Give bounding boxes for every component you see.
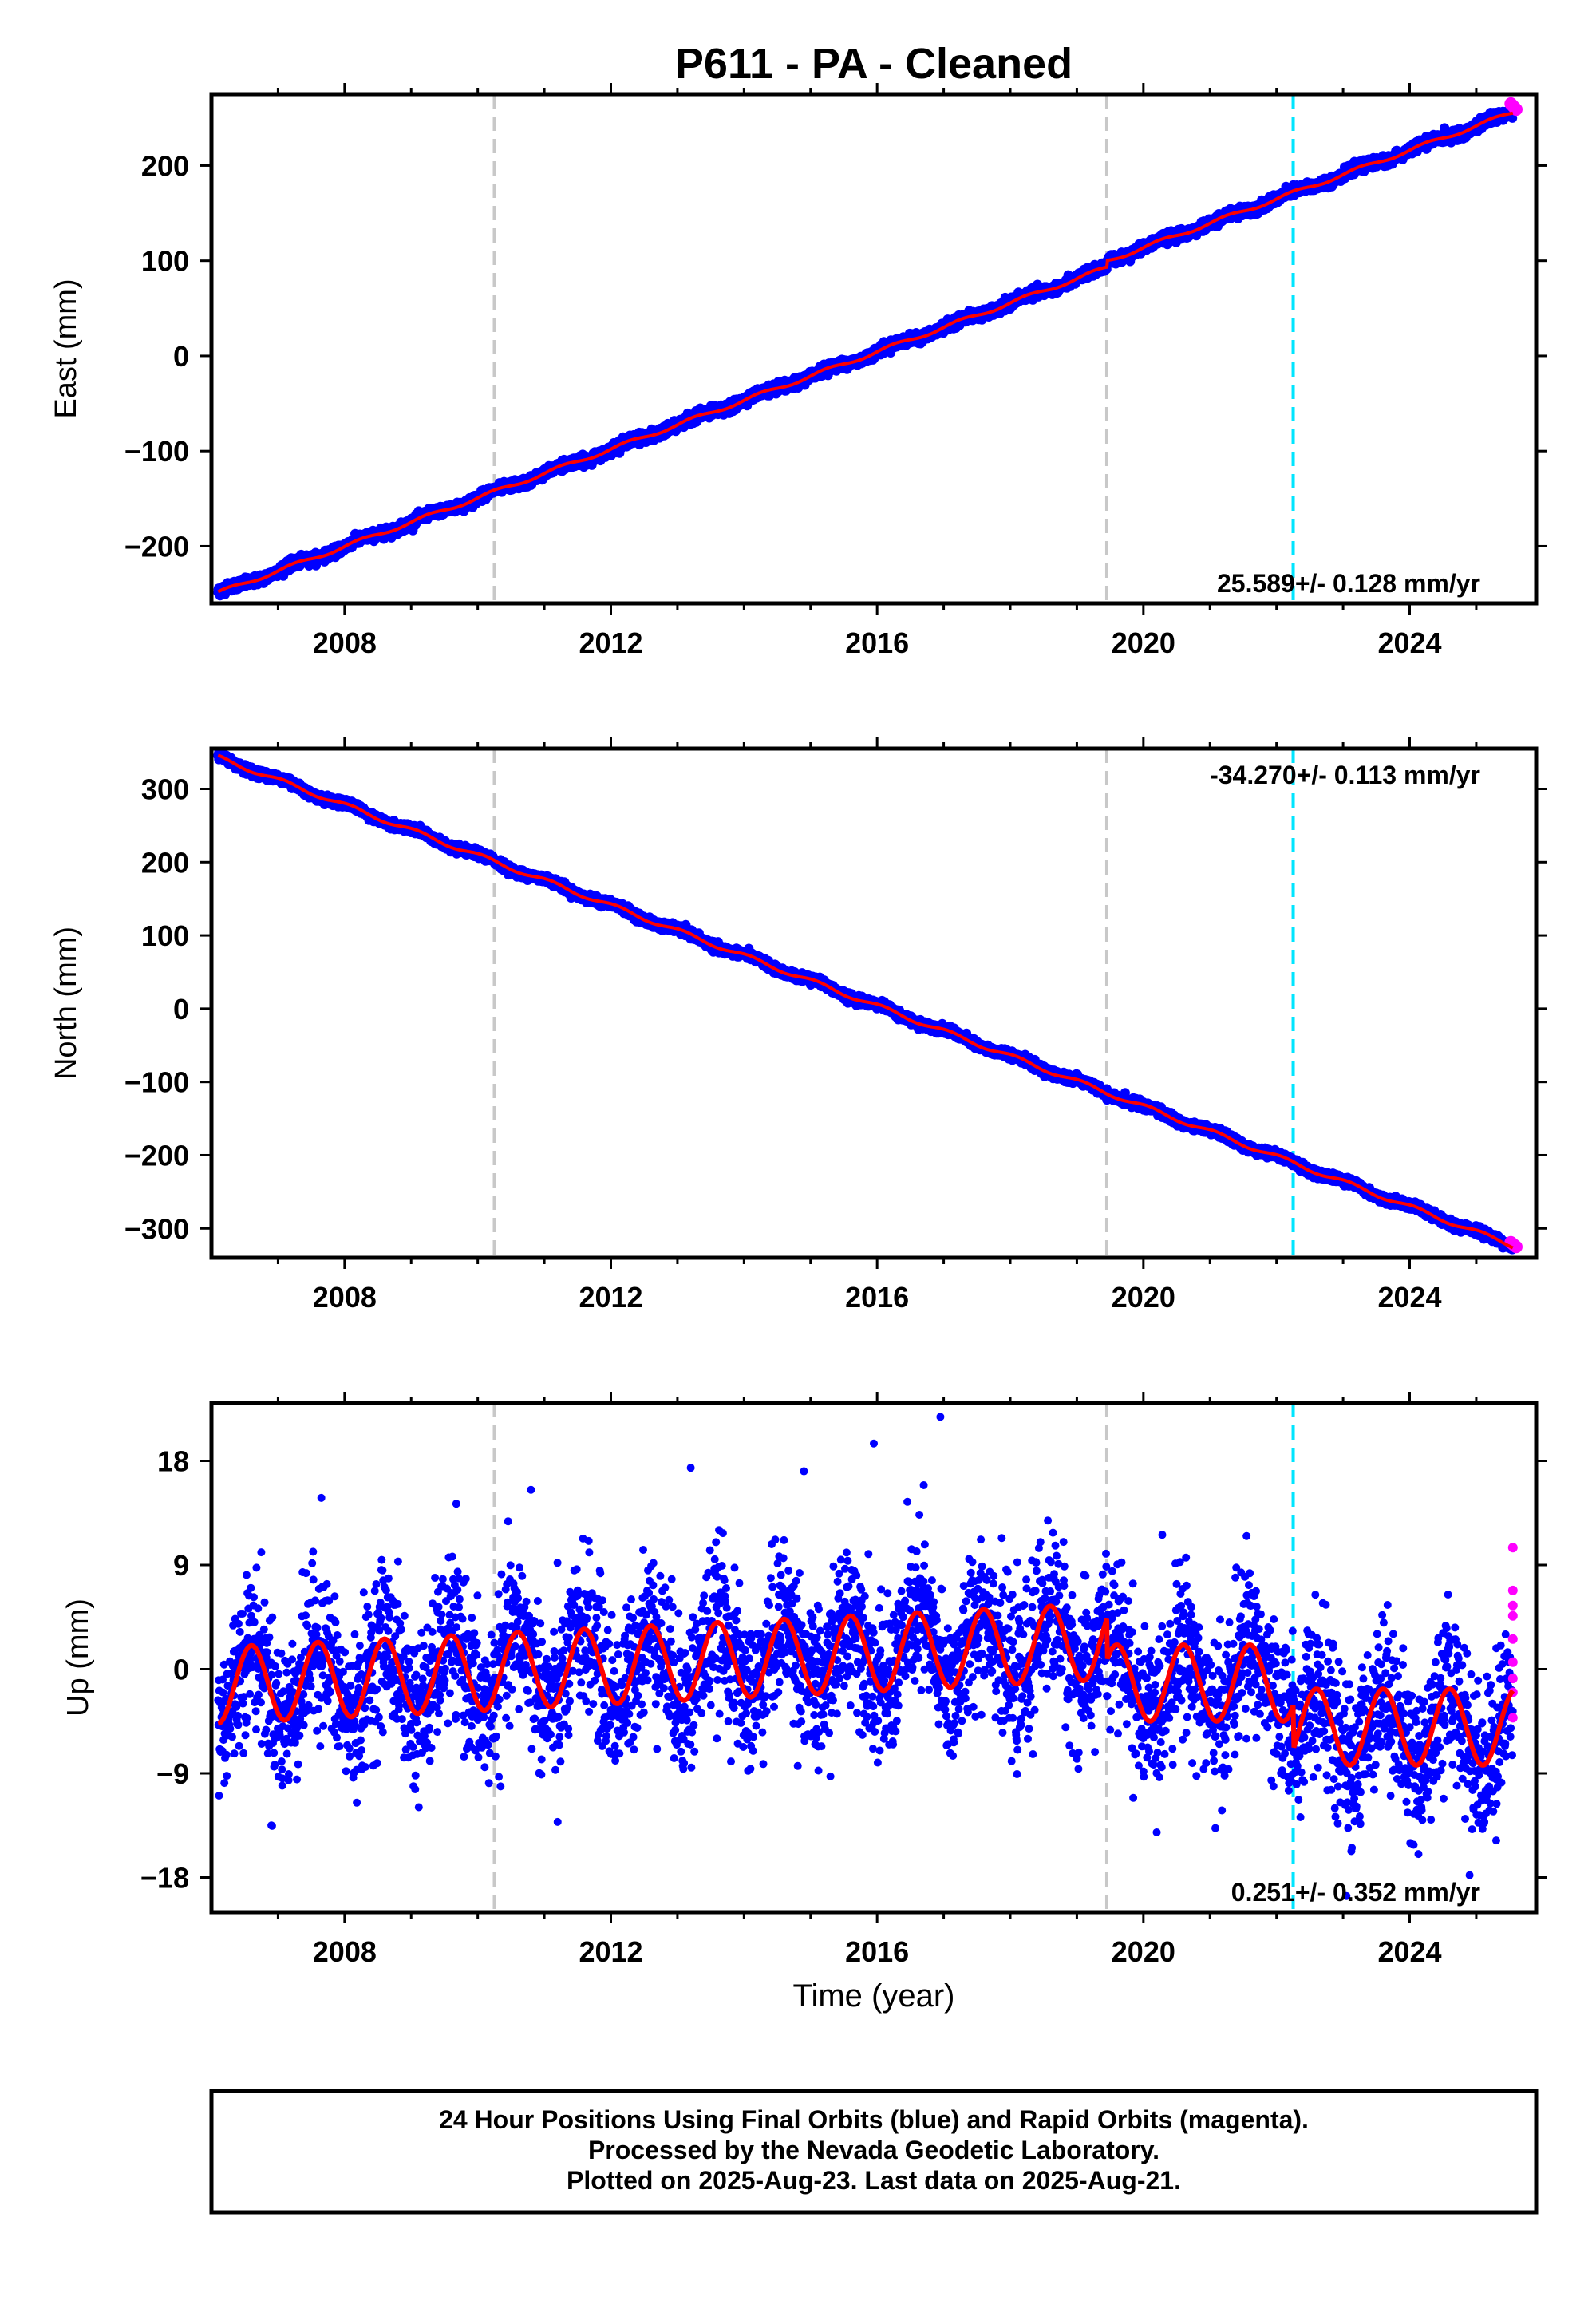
- east-panel: 2008 2012 2016 2020 2024−200−1000100200East …: [49, 83, 1547, 659]
- figure-title: P611 - PA - Cleaned: [675, 40, 1073, 88]
- plot-area: [213, 94, 1523, 603]
- final-orbit-points: [213, 105, 1518, 601]
